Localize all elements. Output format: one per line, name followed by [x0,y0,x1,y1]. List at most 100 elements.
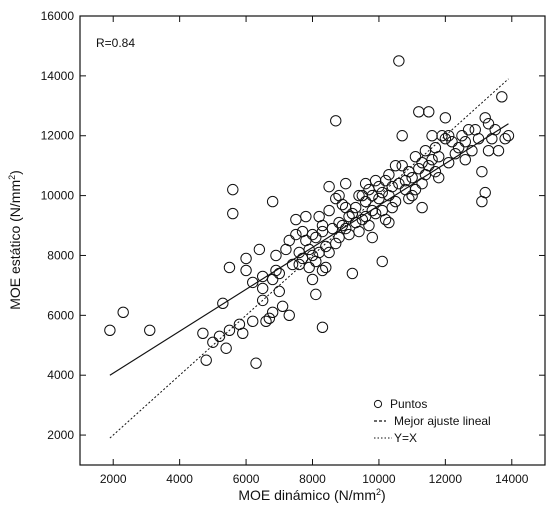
data-point [369,207,382,220]
data-point [389,159,402,172]
data-point [376,186,388,199]
data-point [247,276,259,289]
data-point [433,171,445,184]
y-tick-label: 2000 [47,428,74,442]
identity-line [109,78,509,439]
data-point [316,264,329,277]
data-point [330,237,342,250]
data-point [462,124,475,136]
data-point [349,201,362,214]
data-point [330,192,342,205]
data-point [476,165,488,178]
data-point [386,201,398,214]
data-point [423,159,435,172]
data-point [383,168,395,181]
data-point [290,213,302,226]
data-point [433,150,445,163]
data-point [286,258,299,271]
data-point [369,174,382,187]
data-point [293,258,305,271]
data-point [396,130,408,142]
data-point [306,249,319,262]
data-point [489,124,501,136]
data-point [283,234,295,247]
data-point [343,210,355,223]
data-point [406,171,418,184]
data-point [227,207,239,220]
data-point [416,156,428,169]
data-point [296,252,309,265]
data-point [270,249,282,262]
data-point [436,130,448,142]
data-point [446,136,458,148]
data-point [340,222,352,235]
y-tick-label: 12000 [41,129,75,143]
data-point [247,315,259,328]
plot-frame [79,15,546,466]
data-point [336,198,349,211]
x-tick-label: 6000 [233,472,260,486]
data-point [363,183,375,196]
series-lines [109,78,509,439]
data-point [220,342,232,354]
data-point [223,324,236,336]
data-point [316,225,329,238]
data-point [439,112,452,124]
legend: Puntos Mejor ajuste lineal Y=X [373,397,491,445]
data-points [104,55,515,369]
y-tick-label: 8000 [47,248,74,262]
data-point [496,91,508,103]
data-point [253,243,266,256]
data-point [393,55,405,67]
data-point [466,145,478,157]
data-point [310,288,322,301]
data-point [306,228,319,241]
data-point [326,222,339,235]
data-point [396,159,408,172]
r-annotation: R=0.84 [96,36,135,50]
data-point [263,312,276,325]
data-point [379,213,392,226]
data-point [502,130,515,142]
data-point [330,115,342,127]
data-point [353,225,365,238]
data-point [403,192,415,205]
data-point [283,309,295,322]
legend-label: Y=X [394,431,417,445]
data-point [117,306,129,319]
data-point [343,228,355,241]
data-point [379,174,392,187]
data-point [449,147,462,160]
data-point [336,219,349,232]
legend-marker-points [373,399,383,409]
legend-label: Mejor ajuste lineal [394,414,491,428]
data-point [359,177,372,190]
data-point [227,183,239,196]
x-axis-title: MOE dinámico (N/mm2) [238,487,385,503]
data-point [363,219,375,232]
data-point [389,195,402,208]
x-tick-label: 4000 [166,472,193,486]
y-tick-label: 16000 [41,9,75,23]
data-point [346,267,359,280]
data-point [442,156,455,169]
data-point [200,354,212,366]
data-point [320,261,332,274]
x-tick-label: 8000 [299,472,326,486]
data-point [459,136,471,148]
data-point [356,189,369,202]
data-point [276,300,289,313]
data-point [366,189,378,202]
data-point [416,201,428,214]
data-point [323,246,335,259]
data-point [197,327,209,339]
data-point [479,186,491,199]
y-axis-title: MOE estático (N/mm2) [7,170,23,310]
y-tick-label: 6000 [47,308,74,322]
data-point [333,216,345,229]
data-point [366,231,378,244]
data-point [310,231,322,244]
data-point [499,133,511,145]
